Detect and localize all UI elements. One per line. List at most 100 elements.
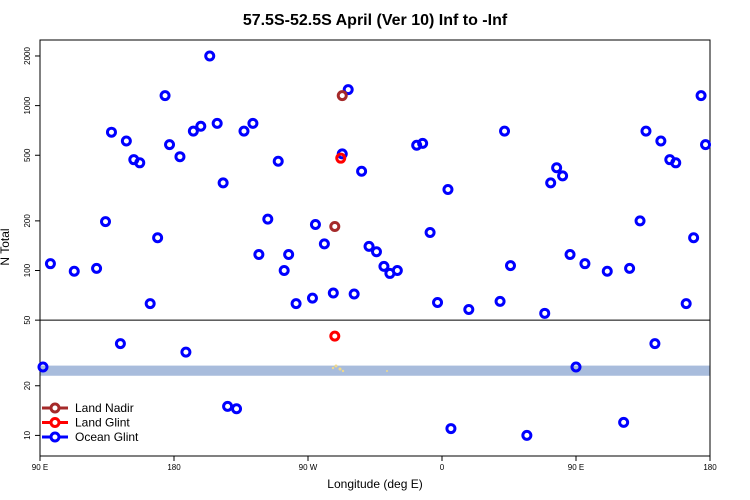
ocean-glint-point <box>204 50 216 62</box>
ocean-glint-point <box>309 219 321 231</box>
ocean-glint-point <box>634 215 646 227</box>
ocean-glint-point <box>262 213 274 225</box>
y-tick-label: 500 <box>23 148 32 162</box>
ocean-glint-point <box>306 292 318 304</box>
ocean-glint-point <box>432 296 444 308</box>
ocean-glint-point <box>391 265 403 277</box>
ocean-glint-point <box>68 265 80 277</box>
ocean-glint-point <box>557 170 569 182</box>
x-tick-label: 90 E <box>32 463 48 472</box>
ocean-glint-point <box>152 232 164 244</box>
ocean-glint-point <box>164 139 176 151</box>
land-nadir-point <box>329 220 341 232</box>
ocean-glint-point <box>91 262 103 274</box>
y-axis-label: N Total <box>0 228 12 265</box>
ocean-glint-point <box>290 298 302 310</box>
ocean-glint-point <box>342 84 354 96</box>
ocean-glint-point <box>445 423 457 435</box>
x-tick-label: 90 W <box>299 463 318 472</box>
ocean-glint-point <box>640 125 652 137</box>
ocean-glint-point <box>272 155 284 167</box>
ocean-glint-point <box>159 90 171 102</box>
ocean-glint-point <box>253 249 265 261</box>
ocean-glint-point <box>231 403 243 415</box>
legend-label-land-glint: Land Glint <box>75 416 130 430</box>
ocean-glint-point <box>327 287 339 299</box>
ocean-glint-point <box>378 260 390 272</box>
ocean-glint-point <box>370 246 382 258</box>
ocean-glint-point <box>700 139 712 151</box>
ocean-glint-point <box>318 238 330 250</box>
land-glint-point <box>335 152 347 164</box>
ocean-glint-point <box>494 295 506 307</box>
ocean-glint-point <box>695 90 707 102</box>
ocean-glint-point <box>424 227 436 239</box>
ocean-glint-point <box>180 346 192 358</box>
x-tick-label: 180 <box>703 463 717 472</box>
ocean-glint-point <box>649 338 661 350</box>
y-tick-label: 1000 <box>23 96 32 114</box>
ocean-glint-point <box>417 137 429 149</box>
legend-marker-land-nadir <box>49 402 61 414</box>
ocean-glint-point <box>134 157 146 169</box>
data-points <box>37 50 712 441</box>
ocean-glint-point <box>195 120 207 132</box>
x-tick-label: 90 E <box>568 463 584 472</box>
ocean-glint-point <box>120 135 132 147</box>
x-axis-ticks: 90 E 180 90 W 0 90 E 180 <box>32 456 717 472</box>
ocean-glint-point <box>539 307 551 319</box>
ocean-glint-point <box>105 126 117 138</box>
x-tick-label: 0 <box>440 463 445 472</box>
chart-title: 57.5S-52.5S April (Ver 10) Inf to -Inf <box>243 12 508 29</box>
ocean-glint-point <box>217 177 229 189</box>
land-nadir-point <box>336 90 348 102</box>
ocean-glint-point <box>521 429 533 441</box>
ocean-glint-point <box>680 298 692 310</box>
ocean-glint-point <box>463 304 475 316</box>
y-tick-label: 100 <box>23 263 32 277</box>
ocean-glint-point <box>211 117 223 129</box>
legend-label-ocean-glint: Ocean Glint <box>75 430 139 444</box>
legend-label-land-nadir: Land Nadir <box>75 401 134 415</box>
y-tick-label: 10 <box>23 430 32 439</box>
y-tick-label: 20 <box>23 381 32 390</box>
ocean-glint-point <box>442 183 454 195</box>
ocean-glint-point <box>174 151 186 163</box>
band-sparkles <box>331 364 388 373</box>
ocean-glint-point <box>44 258 56 270</box>
land-glint-point <box>329 330 341 342</box>
ocean-glint-point <box>570 361 582 373</box>
band <box>40 365 710 376</box>
plot-frame <box>39 39 711 457</box>
legend-marker-ocean-glint <box>49 431 61 443</box>
ocean-glint-point <box>618 416 630 428</box>
ocean-glint-point <box>564 249 576 261</box>
ocean-glint-point <box>283 249 295 261</box>
legend-marker-land-glint <box>49 417 61 428</box>
ocean-glint-point <box>688 232 700 244</box>
y-axis-ticks: 10 20 50 100 200 500 1000 2000 <box>23 47 40 440</box>
ocean-glint-point <box>356 165 368 177</box>
ocean-glint-point <box>100 216 112 228</box>
ocean-glint-point <box>37 361 49 373</box>
ocean-glint-point <box>238 125 250 137</box>
ocean-glint-point <box>363 240 375 252</box>
ocean-glint-point <box>247 117 259 129</box>
ocean-glint-point <box>114 338 126 350</box>
ocean-glint-point <box>579 258 591 270</box>
ocean-glint-point <box>187 125 199 137</box>
ocean-glint-point <box>504 260 516 272</box>
ocean-glint-point <box>545 177 557 189</box>
ocean-glint-point <box>499 125 511 137</box>
ocean-glint-point <box>348 288 360 300</box>
ocean-glint-point <box>655 135 667 147</box>
y-tick-label: 50 <box>23 315 32 324</box>
y-tick-label: 200 <box>23 214 32 228</box>
x-axis-label: Longitude (deg E) <box>327 477 422 491</box>
ocean-glint-point <box>278 265 290 277</box>
ocean-glint-point <box>144 298 156 310</box>
ocean-glint-point <box>222 400 234 412</box>
ocean-glint-point <box>601 265 613 277</box>
